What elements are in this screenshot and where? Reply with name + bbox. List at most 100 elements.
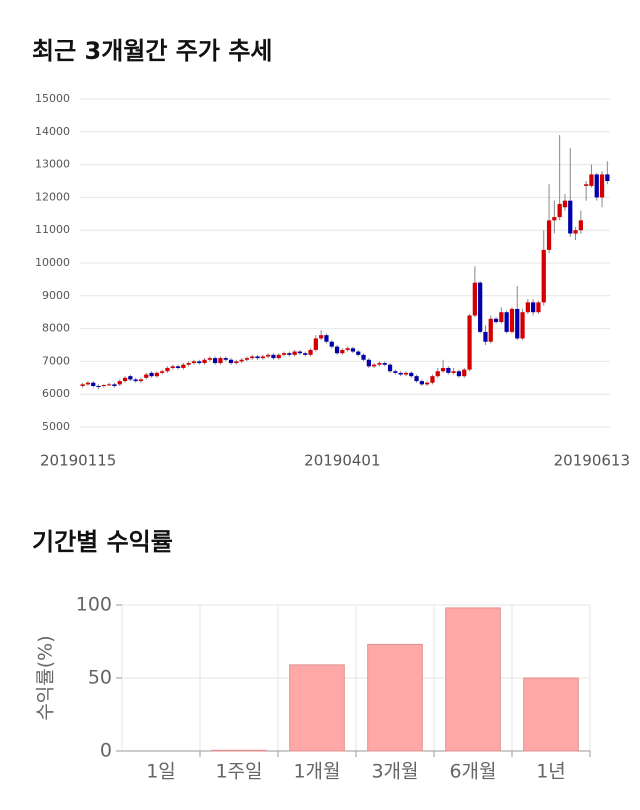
candle-body: [393, 371, 398, 373]
candle-body: [334, 346, 340, 354]
candle-body: [361, 354, 366, 360]
bar: [211, 749, 267, 752]
candle-body: [483, 331, 488, 342]
candle-body: [292, 351, 297, 355]
y-tick-label: 100: [76, 594, 112, 616]
candle-body: [594, 174, 599, 198]
candle-body: [329, 341, 334, 347]
candle-body: [101, 385, 106, 387]
candle-body: [112, 384, 117, 386]
candle-body: [456, 371, 462, 377]
candle-body: [557, 203, 562, 218]
candle-body: [324, 335, 329, 342]
candle-body: [403, 372, 409, 375]
candle-body: [313, 338, 318, 350]
bar: [367, 643, 423, 752]
y-tick-label: 14000: [35, 125, 70, 138]
candle-body: [462, 369, 467, 377]
y-tick-label: 15000: [35, 92, 70, 105]
candle-body: [85, 382, 91, 385]
candle-body: [499, 312, 504, 323]
candle-body: [536, 302, 541, 313]
candle-body: [430, 376, 435, 383]
y-tick-label: 9000: [42, 289, 70, 302]
candle-body: [303, 353, 308, 355]
candle-body: [191, 361, 197, 364]
x-tick-label: 6개월: [449, 761, 496, 783]
candle-body: [520, 312, 525, 339]
candle-body: [122, 377, 128, 382]
bar: [445, 607, 501, 752]
candle-body: [541, 249, 546, 303]
candle-body: [218, 358, 223, 364]
candle-body: [228, 359, 234, 364]
candle-body: [138, 379, 144, 382]
candle-body: [414, 376, 419, 382]
candle-body: [260, 356, 265, 359]
candle-body: [297, 351, 303, 354]
candle-body: [382, 363, 387, 365]
candle-body: [440, 367, 446, 372]
candle-body: [599, 174, 605, 198]
candle-body: [377, 363, 382, 365]
candle-body: [409, 372, 414, 377]
candle-body: [568, 200, 573, 234]
candle-body: [419, 381, 424, 385]
y-axis-label: 수익률(%): [35, 635, 57, 720]
candle-body: [144, 374, 149, 378]
candle-body: [107, 384, 112, 386]
candle-body: [207, 358, 212, 360]
candle-body: [117, 381, 122, 385]
candle-body: [175, 366, 181, 368]
x-tick-label: 20190613: [554, 452, 630, 470]
candle-body: [345, 348, 350, 350]
candle-body: [91, 382, 96, 386]
candle-body: [478, 282, 483, 332]
candle-body: [244, 358, 250, 360]
y-tick-label: 0: [100, 740, 112, 762]
candle-body: [239, 359, 244, 362]
candle-body: [562, 200, 568, 208]
candle-body: [181, 364, 186, 368]
candle-body: [287, 353, 292, 355]
candle-body: [340, 349, 345, 354]
candle-body: [504, 312, 509, 332]
candle-body: [493, 318, 499, 323]
bar: [523, 677, 579, 752]
candle-body: [186, 363, 191, 365]
candle-body: [546, 220, 552, 250]
candle-body: [472, 282, 477, 316]
candle-body: [165, 367, 170, 372]
candle-body: [170, 366, 175, 368]
y-tick-label: 8000: [42, 322, 70, 335]
candle-body: [128, 376, 133, 380]
x-tick-label: 20190115: [40, 452, 116, 470]
y-tick-label: 12000: [35, 190, 70, 203]
chart-title: 기간별 수익률: [32, 528, 173, 556]
candle-body: [154, 372, 159, 377]
y-tick-label: 13000: [35, 158, 70, 171]
y-tick-label: 7000: [42, 354, 70, 367]
y-tick-label: 50: [88, 667, 112, 689]
y-tick-label: 10000: [35, 256, 70, 269]
candle-body: [276, 354, 281, 359]
candle-body: [197, 361, 202, 364]
candle-body: [266, 354, 271, 357]
candle-body: [202, 359, 207, 364]
candle-body: [213, 358, 218, 364]
bar: [289, 664, 345, 752]
x-tick-label: 1주일: [215, 761, 262, 783]
candle-body: [584, 184, 589, 186]
candle-body: [149, 372, 154, 377]
x-tick-label: 3개월: [371, 761, 418, 783]
candle-body: [80, 384, 85, 386]
candle-body: [425, 382, 430, 385]
y-tick-label: 6000: [42, 387, 70, 400]
candle-body: [552, 217, 557, 221]
y-tick-label: 5000: [42, 420, 70, 433]
candle-body: [250, 356, 255, 359]
candle-body: [531, 302, 536, 313]
candle-body: [96, 386, 101, 387]
